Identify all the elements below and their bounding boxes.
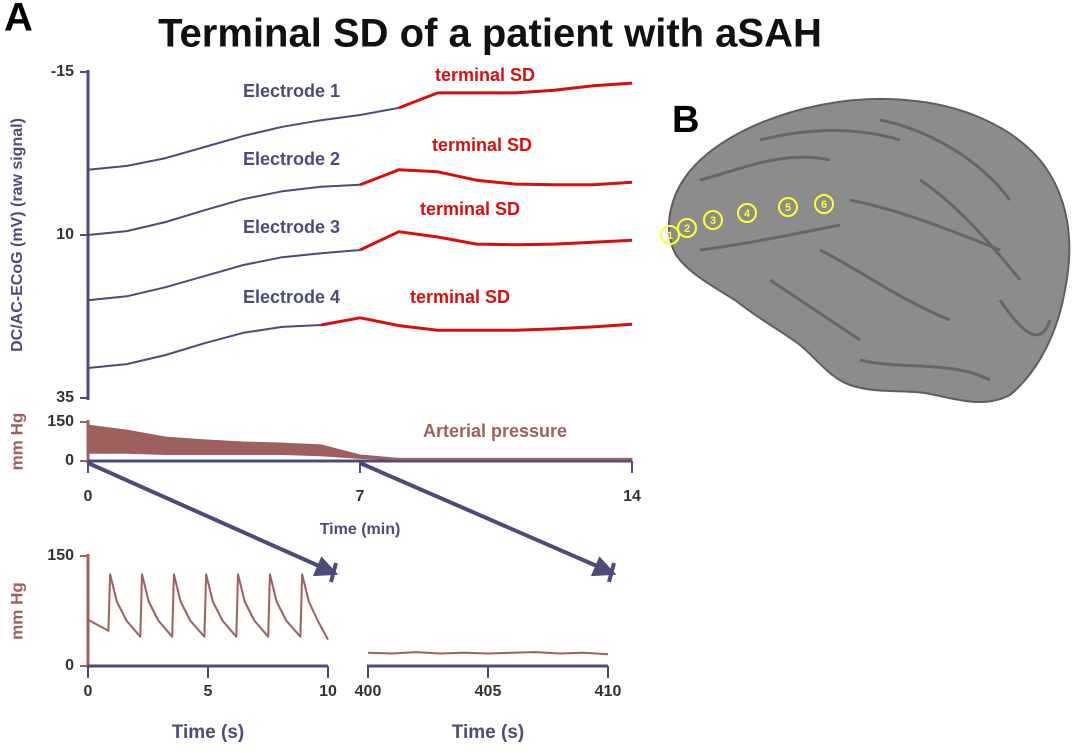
x-tick-label: 5 <box>204 683 213 700</box>
arrow-bar <box>329 562 338 583</box>
pressure-band <box>87 424 633 461</box>
trace <box>398 81 633 110</box>
electrode-number: 6 <box>821 199 827 211</box>
y-axis-label: DC/AC-ECoG (mV) (raw signal) <box>9 118 26 352</box>
brain <box>667 97 1071 403</box>
arrow <box>87 461 329 572</box>
electrode-marker <box>778 197 798 217</box>
electrode-number: 3 <box>710 215 716 227</box>
trace <box>359 230 633 252</box>
brain-sulci <box>699 118 1052 382</box>
electrode-marker <box>677 218 697 238</box>
y-tick-label: 0 <box>65 657 74 674</box>
y-axis-label: mm Hg <box>7 413 26 471</box>
panel-label: B <box>672 99 699 141</box>
trace <box>87 183 361 236</box>
arrowhead <box>312 556 339 577</box>
x-tick-label: 7 <box>356 488 365 505</box>
series-label: terminal SD <box>420 199 520 219</box>
series-label: terminal SD <box>410 287 510 307</box>
y-axis-label: mm Hg <box>7 582 26 640</box>
electrode-number: 5 <box>785 202 791 214</box>
trace <box>87 249 361 302</box>
electrode-marker <box>703 210 723 230</box>
y-tick-label: -15 <box>51 63 74 80</box>
y-tick-label: 150 <box>47 413 74 430</box>
x-tick-label: 0 <box>84 683 93 700</box>
trace <box>87 573 329 641</box>
series-label: terminal SD <box>432 135 532 155</box>
x-tick-label: 405 <box>475 683 502 700</box>
series-label: Electrode 3 <box>243 217 340 237</box>
electrode-marker <box>660 225 680 245</box>
electrode-marker <box>814 194 834 214</box>
y-tick-label: 150 <box>47 547 74 564</box>
series-label: terminal SD <box>435 65 535 85</box>
brain-surface <box>667 97 1071 403</box>
x-tick-label: 0 <box>84 488 93 505</box>
series-label: Electrode 4 <box>243 287 340 307</box>
series-label: Arterial pressure <box>423 421 567 441</box>
electrode-number: 1 <box>667 230 673 242</box>
x-tick-label: 410 <box>595 683 622 700</box>
figure-title: Terminal SD of a patient with aSAH <box>158 12 822 56</box>
series-label: Electrode 1 <box>243 81 340 101</box>
arrowhead <box>590 556 617 577</box>
trace <box>87 106 400 171</box>
zoom-arrows <box>87 461 617 583</box>
trace <box>359 168 633 187</box>
x-tick-label: 10 <box>319 683 337 700</box>
x-axis-label: Time (min) <box>320 521 401 538</box>
trace <box>320 316 633 332</box>
arrow <box>359 461 607 572</box>
trace <box>367 651 609 656</box>
y-tick-label: 35 <box>56 389 74 406</box>
x-tick-label: 14 <box>623 488 641 505</box>
x-tick-label: 400 <box>355 683 382 700</box>
trace <box>87 324 322 369</box>
x-axis-label: Time (s) <box>172 722 245 743</box>
y-tick-label: 0 <box>65 452 74 469</box>
arrow-bar <box>607 562 616 583</box>
electrode-marker <box>737 203 757 223</box>
x-axis-label: Time (s) <box>452 722 525 743</box>
electrode-number: 4 <box>744 208 751 220</box>
panel-label: A <box>4 0 33 40</box>
electrode-number: 2 <box>684 223 690 235</box>
series-label: Electrode 2 <box>243 149 340 169</box>
y-tick-label: 10 <box>56 226 74 243</box>
